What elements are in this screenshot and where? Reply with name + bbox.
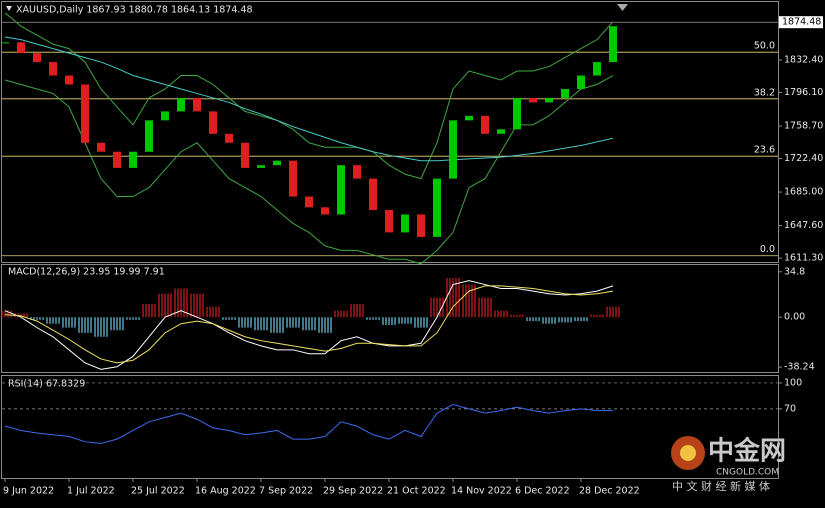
y-tick-label: 1647.60 (784, 220, 823, 231)
candle (593, 62, 601, 76)
candle (321, 207, 329, 215)
candle (273, 160, 281, 166)
x-tick-label: 1 Jul 2022 (67, 486, 115, 497)
y-tick-label: 70 (784, 403, 796, 414)
y-tick-label: 1796.10 (784, 87, 823, 98)
candle (129, 151, 137, 168)
candle (577, 75, 585, 89)
candle (417, 214, 425, 237)
candle (353, 165, 361, 179)
fib-label: 50.0 (754, 41, 775, 52)
candle (161, 111, 169, 121)
collapse-icon[interactable] (6, 6, 12, 11)
y-tick-label: -38.24 (784, 362, 815, 373)
rsi-line (4, 403, 613, 444)
x-tick-label: 28 Dec 2022 (579, 486, 640, 497)
candle (193, 97, 201, 112)
candle (305, 196, 313, 208)
x-tick-label: 14 Nov 2022 (451, 486, 512, 497)
fib-label: 23.6 (754, 145, 775, 156)
macd-line (4, 280, 614, 370)
x-tick-label: 9 Jun 2022 (3, 486, 54, 497)
candle (561, 88, 569, 98)
y-tick-label: 100 (784, 377, 802, 388)
candle (209, 111, 217, 134)
candle (241, 142, 249, 168)
candle (81, 84, 89, 143)
fib-label: 0.0 (760, 244, 775, 255)
indicator-line (4, 36, 614, 162)
x-tick-label: 29 Sep 2022 (323, 486, 383, 497)
candle (385, 210, 393, 233)
candle (337, 165, 345, 215)
candle (17, 42, 25, 54)
indicator-line (4, 12, 614, 180)
fib-label: 38.2 (754, 87, 775, 98)
y-tick-label: 1685.00 (784, 187, 823, 198)
slogan: 中 文 财 经 新 媒 体 (672, 479, 770, 493)
candle (513, 97, 521, 130)
y-tick-label: 1758.70 (784, 120, 823, 131)
candle (369, 178, 377, 210)
y-tick-label: 0.00 (784, 312, 805, 323)
x-tick-label: 7 Sep 2022 (259, 486, 313, 497)
candle (545, 97, 553, 103)
y-tick-label: 1722.40 (784, 153, 823, 164)
rsi-title: RSI(14) 67.8329 (8, 379, 85, 390)
last-price-box (779, 16, 823, 29)
price-frame (1, 1, 779, 263)
shift-marker (617, 4, 628, 11)
candle (433, 178, 441, 237)
y-tick-label: 1832.40 (784, 54, 823, 65)
domain: CNGOLD.COM (716, 468, 779, 478)
candle (609, 26, 617, 63)
candle (225, 133, 233, 143)
candle (289, 160, 297, 197)
candle (481, 115, 489, 134)
watermark: 中金网 CNGOLD.COM 中 文 财 经 新 媒 体 (671, 436, 786, 493)
price-title: XAUUSD,Daily 1867.93 1880.78 1864.13 187… (16, 5, 253, 16)
rsi-frame (1, 375, 779, 479)
macd-frame (1, 264, 779, 373)
x-tick-label: 25 Jul 2022 (131, 486, 185, 497)
candle (177, 97, 185, 112)
macd-title: MACD(12,26,9) 23.95 19.99 7.91 (8, 267, 165, 278)
candle (257, 165, 265, 168)
macd-line (4, 285, 614, 364)
candle (1, 42, 9, 44)
candle (49, 62, 57, 76)
last-price-label: 1874.48 (782, 17, 821, 28)
brand: 中金网 (708, 436, 786, 467)
frames (1, 1, 779, 479)
candle (65, 75, 73, 85)
x-tick-label: 6 Dec 2022 (515, 486, 570, 497)
candle (497, 129, 505, 134)
candle (529, 97, 537, 103)
y-tick-label: 34.8 (784, 266, 805, 277)
indicator-line (4, 75, 614, 265)
candle (97, 142, 105, 152)
x-tick-label: 16 Aug 2022 (195, 486, 256, 497)
x-tick-label: 21 Oct 2022 (387, 486, 446, 497)
candle (401, 214, 409, 233)
candle (145, 120, 153, 152)
candle (33, 53, 41, 63)
candle (113, 151, 121, 168)
candle (465, 115, 473, 121)
y-tick-label: 1611.30 (784, 253, 823, 264)
logo-inner (680, 445, 696, 461)
candle (449, 120, 457, 179)
